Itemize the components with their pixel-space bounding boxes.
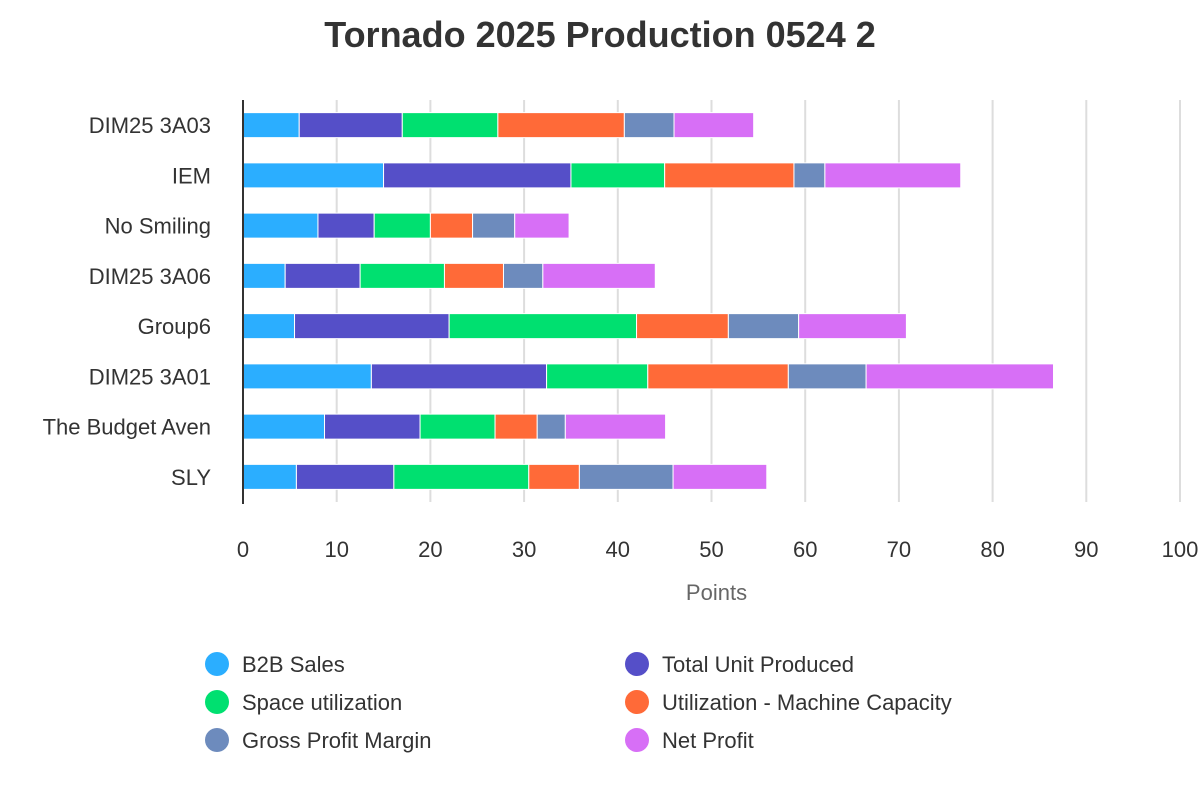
x-tick-label: 10 [324, 537, 348, 562]
bar-segment [647, 363, 789, 390]
x-tick-label: 0 [237, 537, 249, 562]
category-label: No Smiling [105, 214, 211, 239]
legend-label: Utilization - Machine Capacity [662, 690, 952, 715]
legend-swatch [625, 728, 649, 752]
bar-segment [370, 363, 548, 390]
x-tick-label: 80 [980, 537, 1004, 562]
bar-segment [564, 413, 667, 440]
bar-segment [636, 313, 729, 340]
bar-segment [317, 212, 375, 239]
bar-segment [242, 313, 296, 340]
bar-segment [727, 313, 800, 340]
bar-segment [383, 162, 572, 189]
bar-segment [284, 262, 361, 289]
bar-segment [429, 212, 474, 239]
bar-segment [494, 413, 538, 440]
category-label: IEM [172, 163, 211, 188]
bar-segment [242, 463, 297, 490]
axes: 0 10 20 30 40 50 60 70 80 90 100 Points DIM25 3A03 IE… [43, 100, 1199, 605]
bar-segment [448, 313, 638, 340]
legend-swatch [205, 728, 229, 752]
bar-segment [373, 212, 431, 239]
category-label: DIM25 3A06 [89, 264, 211, 289]
bar-segment [664, 162, 795, 189]
legend-label: Net Profit [662, 728, 754, 753]
bar-segment [497, 112, 625, 139]
bar-segment [673, 112, 755, 139]
bar-segment [578, 463, 674, 490]
bar-segment [242, 262, 286, 289]
bar-segment [824, 162, 962, 189]
category-label: The Budget Aven [43, 415, 211, 440]
legend-label: Space utilization [242, 690, 402, 715]
category-label: DIM25 3A03 [89, 113, 211, 138]
bar-segment [242, 363, 372, 390]
category-label: Group6 [138, 314, 211, 339]
bar-segment [528, 463, 580, 490]
bar-segment [393, 463, 530, 490]
bar-segment [787, 363, 867, 390]
x-tick-label: 100 [1162, 537, 1199, 562]
bar-segment [514, 212, 570, 239]
bar-segment [542, 262, 656, 289]
category-label: SLY [171, 465, 211, 490]
bar-segment [298, 112, 403, 139]
bar-segment [359, 262, 445, 289]
bar-segment [242, 212, 319, 239]
x-tick-label: 30 [512, 537, 536, 562]
bar-segment [401, 112, 499, 139]
bar-segment [672, 463, 768, 490]
bar-segment [242, 162, 385, 189]
bar-segment [295, 463, 395, 490]
x-axis-title: Points [686, 580, 747, 605]
bar-segment [793, 162, 826, 189]
bar-segment [536, 413, 566, 440]
bar-segment [623, 112, 675, 139]
bar-segment [570, 162, 666, 189]
bar-segment [798, 313, 907, 340]
bar-segment [242, 112, 300, 139]
bar-segment [324, 413, 421, 440]
chart-title: Tornado 2025 Production 0524 2 [324, 14, 876, 55]
bar-segment [502, 262, 544, 289]
bar-segment [242, 413, 326, 440]
legend-label: Total Unit Produced [662, 652, 854, 677]
bar-segment [865, 363, 1055, 390]
legend-swatch [625, 652, 649, 676]
legend-label: B2B Sales [242, 652, 345, 677]
x-tick-label: 50 [699, 537, 723, 562]
legend-swatch [625, 690, 649, 714]
x-tick-label: 40 [606, 537, 630, 562]
x-tick-label: 90 [1074, 537, 1098, 562]
x-tick-label: 60 [793, 537, 817, 562]
bar-segment [294, 313, 450, 340]
bar-segment [472, 212, 516, 239]
x-tick-label: 20 [418, 537, 442, 562]
x-tick-label: 70 [887, 537, 911, 562]
bar-segment [546, 363, 649, 390]
category-label: DIM25 3A01 [89, 364, 211, 389]
bar-segment [419, 413, 496, 440]
gridlines [335, 100, 1181, 502]
legend: B2B Sales Total Unit Produced Space utiliz… [205, 652, 952, 753]
legend-label: Gross Profit Margin [242, 728, 432, 753]
bar-segment [443, 262, 504, 289]
legend-swatch [205, 652, 229, 676]
bars [242, 112, 1055, 490]
legend-swatch [205, 690, 229, 714]
